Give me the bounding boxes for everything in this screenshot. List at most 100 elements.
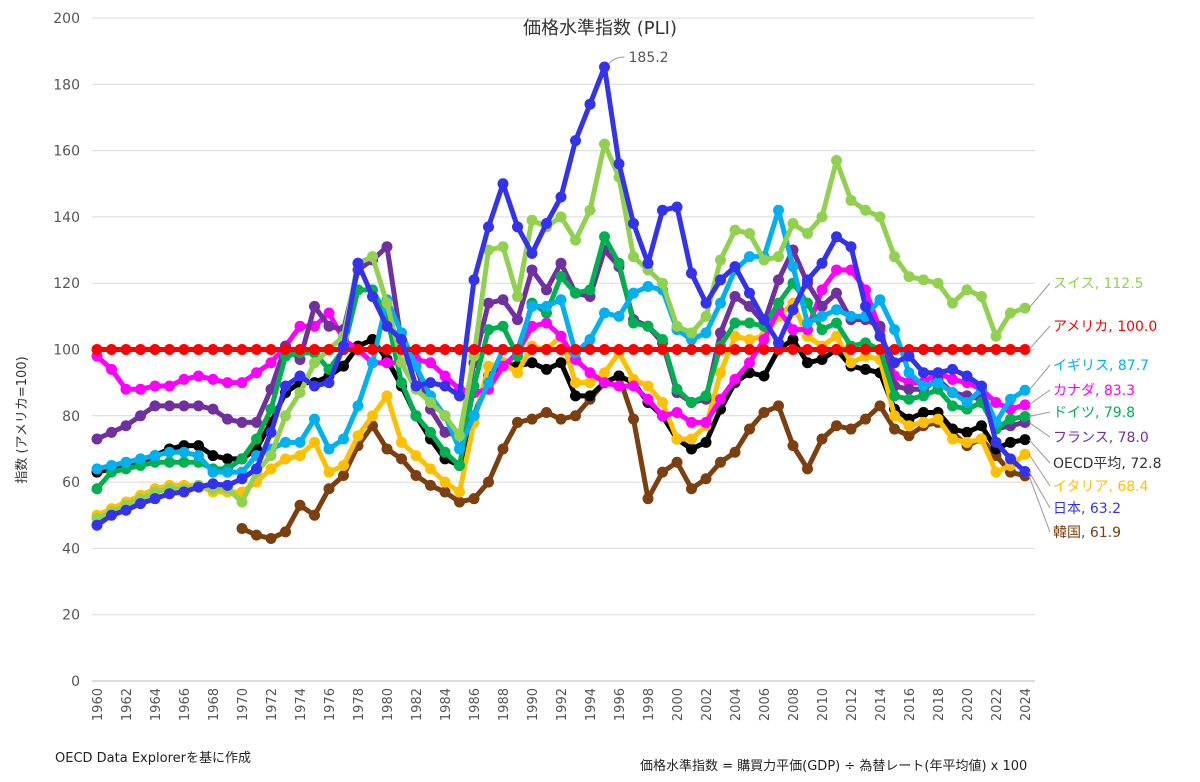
data-point: [323, 483, 335, 495]
data-point: [874, 211, 886, 223]
data-point: [642, 493, 654, 505]
data-point: [439, 370, 451, 382]
data-point: [715, 456, 726, 468]
data-point: [164, 344, 175, 355]
data-point: [164, 400, 175, 412]
x-tick-label: 2004: [729, 688, 744, 721]
data-point: [773, 337, 784, 349]
data-point: [425, 479, 436, 491]
data-point: [599, 377, 610, 389]
data-point: [309, 300, 320, 312]
data-point: [961, 370, 973, 382]
data-point: [352, 430, 364, 442]
data-point: [889, 423, 900, 435]
data-point: [599, 307, 610, 319]
data-point: [541, 344, 552, 355]
data-point: [787, 218, 799, 230]
data-point: [439, 486, 451, 498]
data-point: [367, 410, 378, 422]
data-point: [918, 274, 929, 286]
end-label: フランス, 78.0: [1053, 430, 1149, 446]
data-point: [584, 390, 596, 402]
data-point: [1005, 436, 1016, 448]
data-point: [410, 410, 422, 422]
data-point: [874, 400, 886, 412]
data-point: [294, 387, 306, 399]
data-point: [454, 430, 465, 442]
data-point: [251, 529, 262, 541]
data-point: [700, 390, 712, 402]
data-point: [903, 430, 915, 442]
data-point: [323, 377, 335, 389]
data-point: [729, 373, 741, 385]
data-point: [744, 334, 755, 346]
leader-line: [1028, 282, 1051, 309]
data-point: [294, 370, 306, 382]
data-point: [932, 344, 944, 355]
leader-line: [1028, 411, 1051, 417]
data-point: [657, 344, 668, 355]
x-tick-label: 2018: [932, 688, 947, 721]
data-point: [149, 400, 161, 412]
data-point: [352, 257, 364, 269]
data-point: [831, 330, 842, 342]
data-point: [207, 450, 219, 462]
data-point: [425, 344, 436, 355]
data-point: [265, 344, 277, 355]
data-point: [584, 204, 596, 216]
data-point: [831, 317, 842, 329]
data-point: [947, 297, 958, 309]
data-point: [410, 344, 422, 355]
data-point: [309, 344, 320, 355]
data-point: [555, 330, 567, 342]
data-point: [889, 324, 900, 336]
x-tick-label: 2000: [671, 688, 686, 721]
data-point: [903, 383, 915, 395]
data-point: [222, 479, 233, 491]
data-point: [773, 251, 784, 263]
data-point: [729, 330, 741, 342]
data-point: [758, 334, 770, 346]
data-point: [773, 274, 784, 286]
data-point: [541, 218, 552, 230]
data-point: [280, 436, 291, 448]
data-point: [642, 393, 654, 405]
data-point: [323, 466, 335, 478]
x-tick-label: 2022: [990, 688, 1005, 721]
data-point: [642, 344, 654, 355]
data-point: [918, 416, 929, 428]
x-tick-label: 2012: [845, 688, 860, 721]
data-point: [874, 344, 886, 355]
x-tick-label: 2020: [961, 688, 976, 721]
data-point: [831, 231, 842, 243]
data-point: [628, 317, 639, 329]
data-point: [164, 456, 175, 468]
data-point: [584, 334, 596, 346]
x-tick-label: 1970: [236, 688, 251, 721]
data-point: [628, 380, 639, 392]
data-point: [845, 194, 857, 206]
data-point: [483, 244, 494, 256]
data-point: [381, 357, 393, 369]
data-point: [120, 344, 132, 355]
data-point: [961, 426, 973, 438]
data-point: [599, 138, 610, 150]
data-point: [599, 367, 610, 379]
x-tick-label: 1996: [613, 688, 628, 721]
data-point: [294, 499, 306, 511]
data-point: [512, 367, 523, 379]
x-tick-label: 1998: [642, 688, 657, 721]
data-point: [831, 344, 842, 355]
peak-annotation: 185.2: [629, 50, 669, 66]
data-point: [947, 373, 958, 385]
x-tick-label: 2014: [874, 688, 889, 721]
data-point: [91, 433, 103, 445]
data-point: [193, 450, 204, 462]
data-point: [497, 360, 509, 372]
x-tick-label: 2006: [758, 688, 773, 721]
data-point: [686, 327, 697, 339]
data-point: [642, 281, 654, 293]
formula-note: 価格水準指数 = 購買力平価(GDP) ÷ 為替レート(年平均値) x 100: [640, 759, 1028, 774]
data-point: [657, 277, 668, 289]
y-tick-label: 80: [62, 409, 80, 425]
